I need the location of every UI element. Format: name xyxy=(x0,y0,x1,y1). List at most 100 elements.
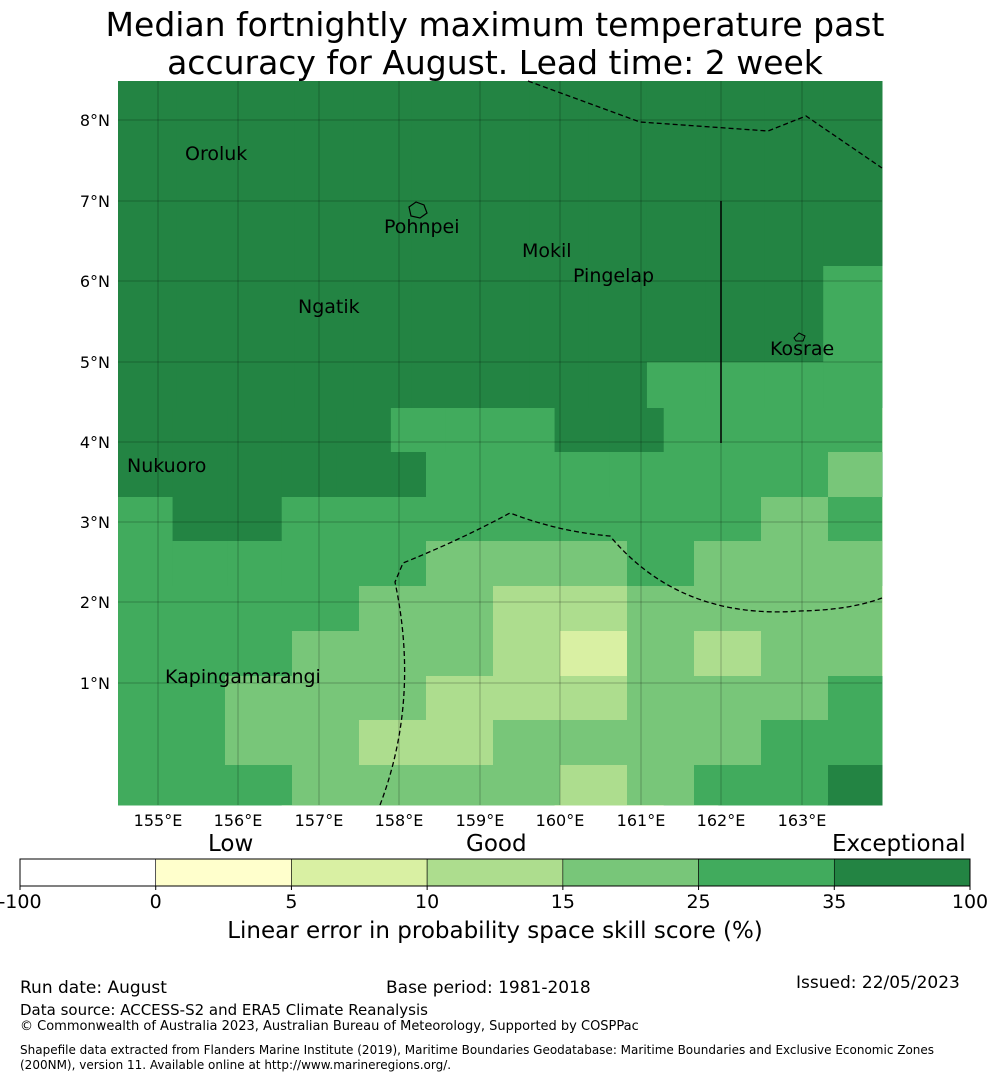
skill-cell xyxy=(470,192,530,230)
skill-cell xyxy=(470,118,530,156)
skill-cell xyxy=(227,452,283,498)
skill-cell xyxy=(627,541,694,586)
skill-cell xyxy=(627,631,694,676)
colorbar-tick-label: -100 xyxy=(0,891,42,913)
skill-cell xyxy=(411,318,472,363)
skill-cell xyxy=(445,408,501,453)
colorbar-tick-label: 35 xyxy=(822,891,846,913)
skill-cell xyxy=(761,720,882,765)
skill-cell xyxy=(493,586,627,631)
title-line-1: Median fortnightly maximum temperature p… xyxy=(105,5,885,44)
skill-cell xyxy=(235,155,295,193)
skill-cell xyxy=(588,229,648,267)
island-label: Pohnpei xyxy=(384,216,460,238)
skill-cell xyxy=(411,81,472,119)
skill-cell xyxy=(529,362,589,409)
skill-cell xyxy=(588,318,648,363)
colorbar-segment xyxy=(426,858,564,887)
skill-cell xyxy=(470,81,530,119)
skill-cell xyxy=(411,229,472,267)
colorbar-tick-label: 100 xyxy=(952,891,988,913)
skill-cell xyxy=(764,362,824,409)
skill-cell xyxy=(359,586,493,631)
lat-tick-label: 3°N xyxy=(80,513,110,532)
base-period: Base period: 1981-2018 xyxy=(386,978,591,998)
colorbar-segment xyxy=(833,858,971,887)
colorbar-segment xyxy=(562,858,699,887)
skill-cell xyxy=(588,81,648,119)
skill-cell xyxy=(118,318,178,363)
pohnpei-outline xyxy=(408,201,428,219)
skill-cell xyxy=(470,229,530,267)
shapefile-credit: Shapefile data extracted from Flanders M… xyxy=(20,1043,935,1072)
skill-cell xyxy=(694,631,761,676)
map-title: Median fortnightly maximum temperature p… xyxy=(0,6,990,82)
skill-cell xyxy=(554,408,610,453)
skill-cell xyxy=(588,155,648,193)
skill-cell xyxy=(176,318,237,363)
skill-cell xyxy=(118,266,178,319)
skill-cell xyxy=(828,676,882,720)
colorbar-label: Linear error in probability space skill … xyxy=(227,918,763,944)
skill-cell xyxy=(118,586,359,631)
skill-cell xyxy=(646,362,707,409)
skill-cell xyxy=(646,81,707,119)
skill-cell xyxy=(294,266,354,319)
skill-cell xyxy=(118,631,292,676)
skill-cell xyxy=(294,229,354,267)
skill-cell xyxy=(235,362,295,409)
lon-tick-label: 160°E xyxy=(536,811,585,830)
skill-cell xyxy=(411,192,472,230)
colorbar-segment xyxy=(291,858,428,887)
skill-cell xyxy=(529,229,589,267)
skill-cell xyxy=(529,318,589,363)
run-date: Run date: August xyxy=(20,978,167,998)
skill-cell xyxy=(588,266,648,319)
colorbar-tick-label: 15 xyxy=(551,891,575,913)
skill-cell xyxy=(118,192,178,230)
skill-cell xyxy=(235,229,295,267)
colorbar-segment xyxy=(19,858,157,887)
skill-cell xyxy=(823,266,883,319)
skill-cell xyxy=(118,720,225,765)
skill-cell xyxy=(336,408,392,453)
skill-cell xyxy=(353,318,413,363)
lon-tick-label: 162°E xyxy=(697,811,746,830)
skill-cell xyxy=(353,118,413,156)
skill-cell xyxy=(705,118,765,156)
skill-cell xyxy=(500,408,556,453)
skill-cell xyxy=(560,765,627,805)
colorbar-tick-label: 0 xyxy=(150,891,162,913)
skill-cell xyxy=(705,266,765,319)
eez-boundary-south xyxy=(379,512,883,806)
skill-cell xyxy=(225,676,426,720)
skill-cell xyxy=(705,192,765,230)
skill-cell xyxy=(426,676,627,720)
skill-cell xyxy=(764,229,824,267)
category-exceptional: Exceptional xyxy=(832,831,966,857)
skill-cell xyxy=(176,81,237,119)
skill-cell xyxy=(353,229,413,267)
skill-cell xyxy=(828,765,882,805)
skill-cell xyxy=(764,318,824,363)
skill-cell xyxy=(646,318,707,363)
skill-cell xyxy=(694,765,828,805)
skill-cell xyxy=(176,229,237,267)
skill-cell xyxy=(227,497,283,542)
skill-cell xyxy=(411,118,472,156)
skill-cell xyxy=(823,192,883,230)
lon-tick-label: 163°E xyxy=(778,811,827,830)
skill-cell xyxy=(764,118,824,156)
skill-cell xyxy=(588,362,648,409)
skill-cell xyxy=(426,541,627,586)
skill-cell xyxy=(705,362,765,409)
island-label: Mokil xyxy=(522,240,572,262)
skill-cell xyxy=(470,155,530,193)
skill-cell xyxy=(118,497,174,542)
skill-cell xyxy=(761,631,882,676)
skill-cell xyxy=(176,118,237,156)
skill-cell xyxy=(411,266,472,319)
skill-cell xyxy=(235,118,295,156)
skill-cell xyxy=(118,541,158,586)
skill-cell xyxy=(828,452,882,497)
